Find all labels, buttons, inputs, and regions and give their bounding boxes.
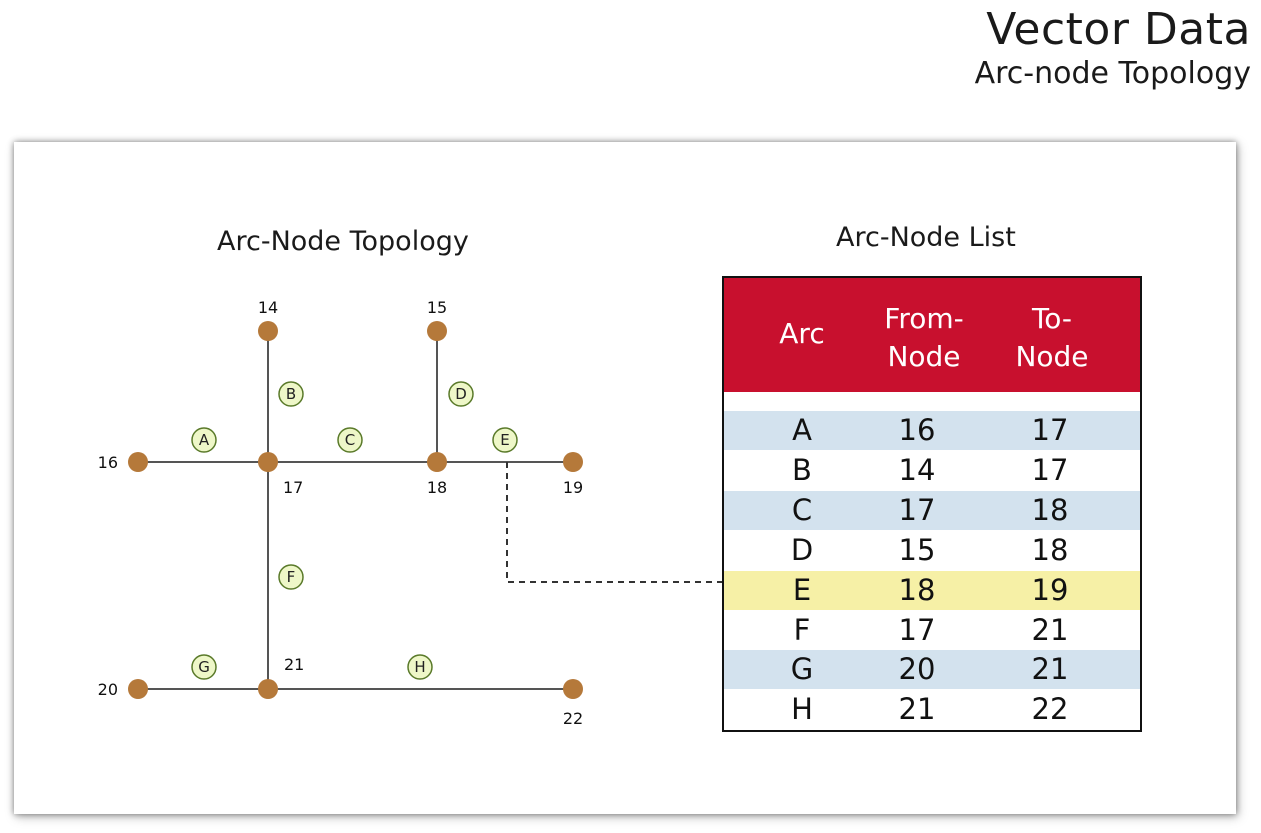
cell-arc: G [790, 652, 814, 687]
arc-label-b: B [278, 381, 304, 407]
table-row: F 17 21 [724, 610, 1140, 650]
header-arc: Arc [779, 317, 825, 350]
nodes [128, 321, 583, 699]
header-from-line2: Node [887, 340, 961, 373]
cell-arc: F [793, 612, 811, 647]
cell-arc: D [790, 532, 814, 567]
node-label-14: 14 [258, 298, 278, 317]
node-label-19: 19 [563, 478, 583, 497]
arc-label-g: G [191, 654, 217, 680]
node-15 [427, 321, 447, 341]
cell-arc: E [792, 572, 812, 607]
svg-text:E: E [500, 431, 509, 449]
cell-from-node: 16 [898, 413, 936, 447]
cell-to-node: 18 [1031, 532, 1069, 567]
node-21 [258, 679, 278, 699]
cell-arc: H [791, 692, 813, 727]
table-header: Arc From- Node To- Node [724, 278, 1140, 392]
node-labels: 14 15 16 17 18 19 20 21 22 [98, 298, 584, 728]
cell-to-node: 17 [1031, 413, 1069, 447]
node-17 [258, 452, 278, 472]
arc-list-title: Arc-Node List [836, 222, 1016, 253]
node-label-21: 21 [284, 655, 304, 674]
header-from-node: From- Node [864, 300, 984, 376]
svg-text:C: C [345, 431, 355, 449]
svg-text:A: A [199, 431, 210, 449]
table-row: D 15 18 [724, 530, 1140, 570]
header-to-line2: Node [1015, 340, 1089, 373]
topology-title: Arc-Node Topology [217, 226, 469, 257]
arc-node-table: Arc From- Node To- Node A 16 17 B 14 17 C 17 18 D… [722, 276, 1142, 732]
arc-label-a: A [191, 427, 217, 453]
arc-label-d: D [448, 381, 474, 407]
node-19 [563, 452, 583, 472]
cell-arc: A [792, 413, 812, 447]
arc-label-e: E [492, 427, 518, 453]
cell-to-node: 19 [1031, 572, 1069, 607]
arc-lines [138, 331, 573, 690]
node-label-18: 18 [427, 478, 447, 497]
node-label-17: 17 [283, 478, 303, 497]
cell-arc: C [791, 492, 813, 527]
cell-from-node: 18 [898, 572, 936, 607]
table-row: E 18 19 [724, 570, 1140, 610]
header-to-line1: To- [1031, 302, 1073, 335]
table-row: H 21 22 [724, 690, 1140, 730]
table-row: B 14 17 [724, 450, 1140, 490]
node-label-20: 20 [98, 680, 118, 699]
cell-from-node: 14 [898, 452, 936, 487]
svg-text:F: F [287, 568, 296, 586]
cell-to-node: 22 [1031, 692, 1069, 727]
cell-to-node: 17 [1031, 452, 1069, 487]
node-20 [128, 679, 148, 699]
svg-text:H: H [414, 658, 425, 676]
node-label-16: 16 [98, 453, 118, 472]
node-18 [427, 452, 447, 472]
svg-text:G: G [198, 658, 210, 676]
cell-to-node: 18 [1031, 492, 1069, 527]
slide-subtitle: Arc-node Topology [974, 56, 1251, 91]
table-row: G 20 21 [724, 650, 1140, 690]
table-row: C 17 18 [724, 490, 1140, 530]
arc-labels: A B C D E F G H [191, 381, 518, 680]
arc-e-leader-line [506, 462, 722, 583]
node-14 [258, 321, 278, 341]
svg-text:D: D [455, 385, 467, 403]
node-16 [128, 452, 148, 472]
cell-from-node: 17 [898, 612, 936, 647]
cell-arc: B [792, 452, 812, 487]
svg-text:B: B [286, 385, 296, 403]
arc-label-h: H [407, 654, 433, 680]
node-label-15: 15 [427, 298, 447, 317]
cell-from-node: 15 [898, 532, 936, 567]
table-row: A 16 17 [724, 411, 1140, 450]
node-label-22: 22 [563, 709, 583, 728]
cell-to-node: 21 [1031, 652, 1069, 687]
arc-label-f: F [278, 564, 304, 590]
cell-from-node: 20 [898, 652, 936, 687]
cell-to-node: 21 [1031, 612, 1069, 647]
slide-title: Vector Data [986, 4, 1251, 55]
arc-label-c: C [337, 427, 363, 453]
cell-from-node: 21 [898, 692, 936, 727]
node-22 [563, 679, 583, 699]
header-to-node: To- Node [992, 300, 1112, 376]
header-from-line1: From- [884, 302, 964, 335]
cell-from-node: 17 [898, 492, 936, 527]
